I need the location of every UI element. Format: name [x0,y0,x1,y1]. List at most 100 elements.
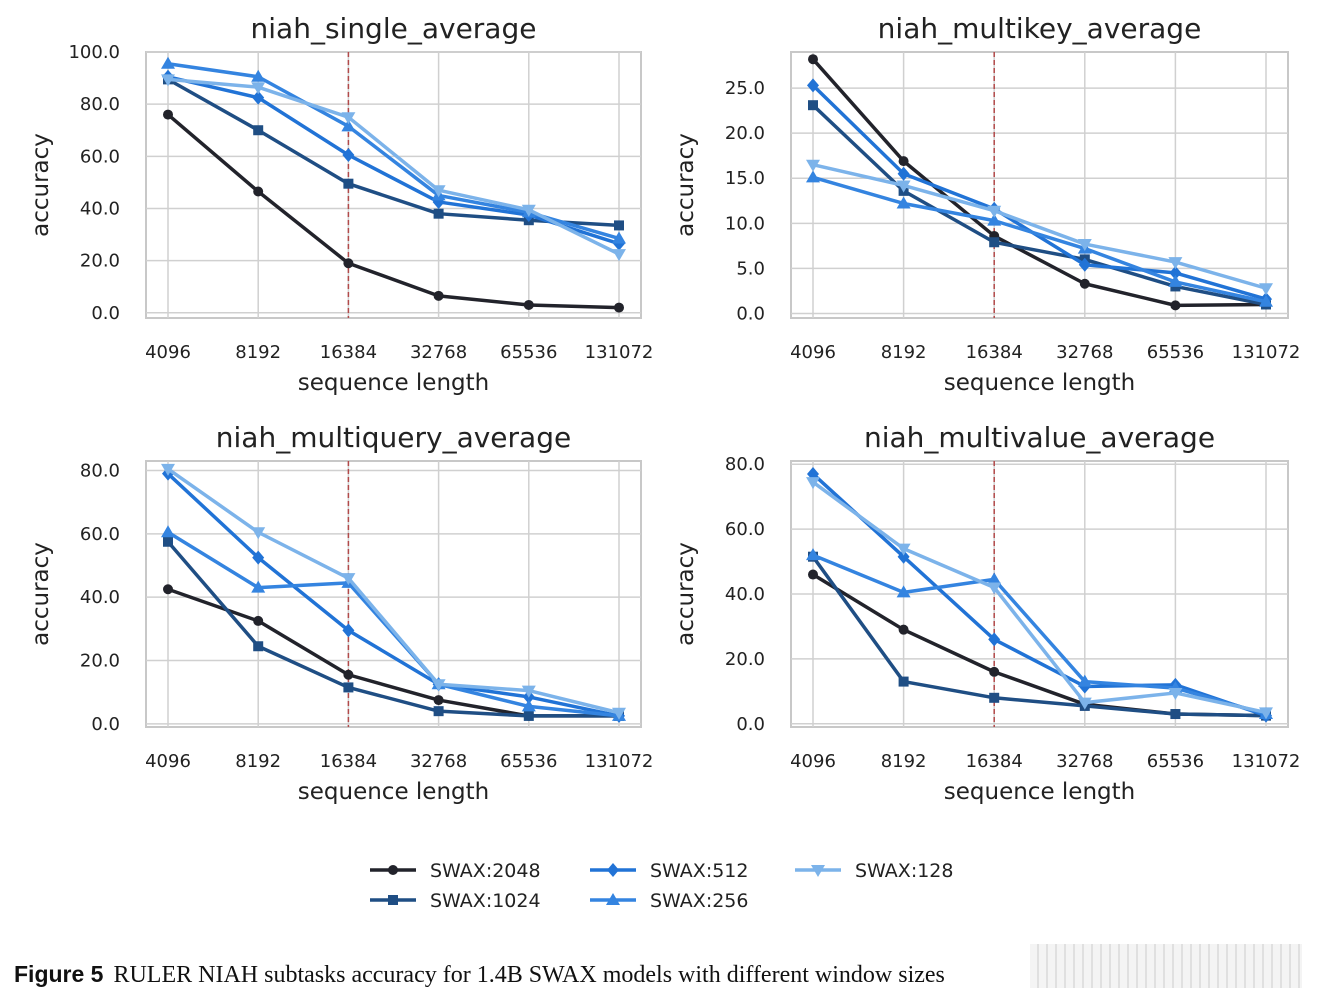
x-tick-label: 65536 [1147,342,1204,363]
data-point [897,549,910,564]
data-point [431,185,446,198]
data-point [433,290,444,301]
series-swax-128 [161,463,626,720]
data-point [897,166,910,181]
data-point [343,258,354,269]
y-tick-label: 10.0 [725,213,765,234]
x-tick-label: 32768 [410,751,467,772]
series-line [166,467,620,715]
data-point [521,699,536,712]
data-point [433,706,444,717]
legend-label: SWAX:1024 [430,890,541,912]
legend-label: SWAX:2048 [430,860,541,882]
y-tick-label: 40.0 [80,587,120,608]
data-point [161,463,175,476]
x-tick-label: 4096 [790,342,836,363]
y-tick-label: 25.0 [725,78,765,99]
subplot-niah-single: 4096 8192 16384 32768 65536 131072 0.0 20.0 40.0… [28,12,653,396]
data-point [806,477,820,490]
data-point [523,710,534,721]
y-tick-label: 15.0 [725,168,765,189]
x-tick-label: 131072 [585,751,654,772]
y-tick-label: 0.0 [91,714,120,735]
data-point [1259,294,1273,307]
data-point [989,666,1000,677]
data-point [342,623,355,638]
data-point [1170,300,1181,311]
y-axis-label: accuracy [28,542,54,646]
x-tick-label: 131072 [585,342,654,363]
x-axis-label: sequence length [298,779,489,805]
x-tick-label: 131072 [1232,751,1301,772]
data-point [807,78,819,93]
data-point [342,148,355,163]
data-point [987,572,1002,585]
y-tick-label: 60.0 [80,146,120,167]
legend-entry-swax-2048: SWAX:2048 [370,860,541,882]
data-point [252,550,265,565]
series-swax-128 [806,477,1273,720]
y-tick-label: 20.0 [80,651,120,672]
x-tick-label: 16384 [320,342,377,363]
subplot-title: niah_multivalue_average [864,421,1215,454]
x-tick-label: 8192 [235,751,281,772]
series-swax-2048 [163,109,624,313]
y-tick-label: 100.0 [68,42,120,63]
y-tick-label: 40.0 [725,584,765,605]
y-tick-label: 80.0 [80,94,120,115]
legend-entry-swax-256: SWAX:256 [590,890,749,912]
x-tick-label: 4096 [790,751,836,772]
data-point [614,220,624,231]
series-line [811,480,1267,715]
data-point [253,641,264,652]
data-point [343,669,354,680]
data-point [1168,257,1183,270]
data-point [808,54,818,65]
data-point [1077,697,1092,710]
data-point [612,707,626,720]
data-point [251,82,266,95]
series-line [167,77,620,256]
data-point [161,74,175,87]
legend-entry-swax-512: SWAX:512 [590,860,749,882]
data-point [1077,239,1092,252]
data-point [806,159,820,172]
legend-marker [606,893,620,905]
y-tick-label: 60.0 [80,524,120,545]
x-tick-label: 65536 [500,342,557,363]
x-tick-label: 131072 [1232,342,1301,363]
data-point [1079,278,1090,289]
plot-area [145,51,642,319]
data-point [1168,274,1183,287]
data-point [614,302,624,313]
series-swax-128 [806,159,1273,296]
y-tick-label: 0.0 [736,303,765,324]
legend-entry-swax-128: SWAX:128 [795,860,954,882]
data-point [251,69,266,82]
series-swax-128 [161,74,626,262]
y-axis-label: accuracy [673,542,699,646]
data-point [808,569,818,580]
x-axis-label: sequence length [944,370,1135,396]
series-line [811,103,1267,307]
data-point [898,624,909,635]
data-point [1259,707,1273,720]
x-tick-label: 16384 [320,751,377,772]
x-tick-label: 16384 [966,751,1023,772]
y-axis-label: accuracy [673,133,699,237]
y-tick-label: 60.0 [725,519,765,540]
data-point [521,204,536,217]
data-point [521,685,536,698]
series-line [166,113,620,310]
series-line [811,472,1267,718]
legend-label: SWAX:512 [650,860,749,882]
data-point [989,692,1000,703]
data-point [343,178,354,189]
x-tick-label: 8192 [881,751,927,772]
series-line [167,75,620,246]
data-point [433,208,444,219]
data-point [431,679,446,692]
data-point [989,237,1000,248]
data-point [987,205,1002,218]
